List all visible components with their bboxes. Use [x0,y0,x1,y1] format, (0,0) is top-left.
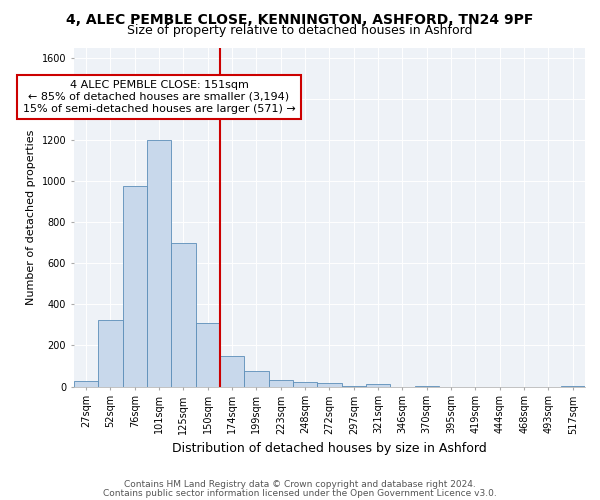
Bar [196,323,220,386]
Bar [122,186,147,386]
Text: 4, ALEC PEMBLE CLOSE, KENNINGTON, ASHFORD, TN24 9PF: 4, ALEC PEMBLE CLOSE, KENNINGTON, ASHFOR… [67,12,533,26]
Bar [317,384,341,386]
Text: Contains HM Land Registry data © Crown copyright and database right 2024.: Contains HM Land Registry data © Crown c… [124,480,476,489]
Y-axis label: Number of detached properties: Number of detached properties [26,130,36,304]
X-axis label: Distribution of detached houses by size in Ashford: Distribution of detached houses by size … [172,442,487,455]
Bar [366,384,390,386]
Bar [147,140,171,386]
Text: 4 ALEC PEMBLE CLOSE: 151sqm
← 85% of detached houses are smaller (3,194)
15% of : 4 ALEC PEMBLE CLOSE: 151sqm ← 85% of det… [23,80,295,114]
Bar [269,380,293,386]
Bar [244,371,269,386]
Text: Size of property relative to detached houses in Ashford: Size of property relative to detached ho… [127,24,473,37]
Bar [74,382,98,386]
Bar [293,382,317,386]
Text: Contains public sector information licensed under the Open Government Licence v3: Contains public sector information licen… [103,489,497,498]
Bar [98,320,122,386]
Bar [220,356,244,386]
Bar [171,242,196,386]
